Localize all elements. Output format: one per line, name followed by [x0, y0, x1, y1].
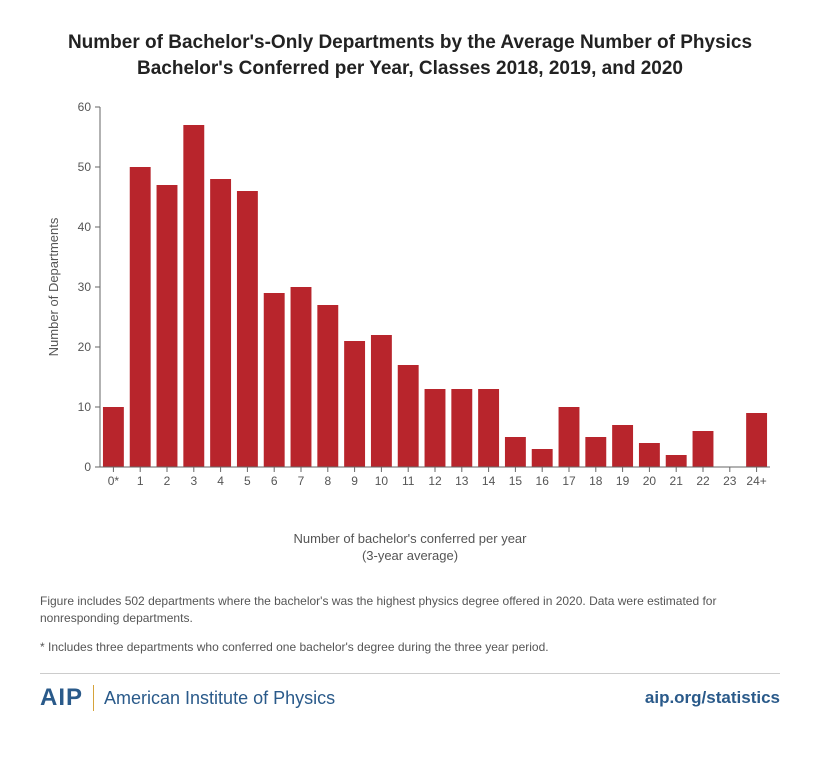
svg-text:3: 3: [190, 474, 197, 488]
svg-text:19: 19: [616, 474, 630, 488]
aip-logo-divider: [93, 685, 94, 711]
bar: [237, 191, 258, 467]
svg-text:4: 4: [217, 474, 224, 488]
svg-text:6: 6: [271, 474, 278, 488]
bar: [505, 437, 526, 467]
bar: [666, 455, 687, 467]
bar: [210, 179, 231, 467]
svg-text:9: 9: [351, 474, 358, 488]
svg-text:11: 11: [402, 474, 415, 488]
svg-text:8: 8: [324, 474, 331, 488]
bar: [264, 293, 285, 467]
bar: [451, 389, 472, 467]
caption: Figure includes 502 departments where th…: [40, 593, 780, 655]
svg-text:5: 5: [244, 474, 251, 488]
svg-text:20: 20: [78, 340, 92, 354]
chart-svg: 01020304050600*1234567891011121314151617…: [40, 101, 780, 521]
svg-text:0*: 0*: [108, 474, 120, 488]
bar: [398, 365, 419, 467]
svg-text:16: 16: [536, 474, 550, 488]
footer-link[interactable]: aip.org/statistics: [645, 688, 780, 708]
bar: [425, 389, 446, 467]
bar: [585, 437, 606, 467]
svg-text:24+: 24+: [746, 474, 766, 488]
svg-text:23: 23: [723, 474, 737, 488]
svg-text:60: 60: [78, 101, 92, 114]
svg-text:10: 10: [375, 474, 389, 488]
x-axis-label-line2: (3-year average): [362, 548, 458, 563]
bar: [130, 167, 151, 467]
x-axis-label: Number of bachelor's conferred per year …: [40, 531, 780, 565]
svg-text:40: 40: [78, 220, 92, 234]
svg-text:13: 13: [455, 474, 469, 488]
page: Number of Bachelor's-Only Departments by…: [0, 0, 820, 773]
chart-title: Number of Bachelor's-Only Departments by…: [60, 30, 760, 81]
footer: AIP American Institute of Physics aip.or…: [40, 684, 780, 712]
bar: [344, 341, 365, 467]
svg-text:14: 14: [482, 474, 496, 488]
svg-text:22: 22: [696, 474, 710, 488]
svg-text:2: 2: [164, 474, 171, 488]
bar: [291, 287, 312, 467]
svg-text:50: 50: [78, 160, 92, 174]
footer-divider: [40, 673, 780, 674]
svg-text:17: 17: [562, 474, 576, 488]
svg-text:15: 15: [509, 474, 523, 488]
bar: [559, 407, 580, 467]
bar: [693, 431, 714, 467]
svg-text:18: 18: [589, 474, 603, 488]
caption-paragraph-2: * Includes three departments who conferr…: [40, 639, 780, 656]
bar: [103, 407, 124, 467]
svg-text:12: 12: [428, 474, 442, 488]
footer-brand: AIP American Institute of Physics: [40, 684, 335, 712]
svg-text:10: 10: [78, 400, 92, 414]
title-line-1: Number of Bachelor's-Only Departments by…: [68, 32, 752, 53]
bar: [532, 449, 553, 467]
bar: [478, 389, 499, 467]
bar: [746, 413, 767, 467]
svg-text:21: 21: [670, 474, 684, 488]
svg-text:0: 0: [84, 460, 91, 474]
title-line-2: Bachelor's Conferred per Year, Classes 2…: [137, 58, 683, 79]
svg-text:7: 7: [298, 474, 305, 488]
bar: [317, 305, 338, 467]
bar: [612, 425, 633, 467]
svg-text:20: 20: [643, 474, 657, 488]
bar: [371, 335, 392, 467]
bar: [157, 185, 178, 467]
y-axis-label: Number of Departments: [46, 217, 61, 356]
bar: [639, 443, 660, 467]
x-axis-label-line1: Number of bachelor's conferred per year: [294, 531, 527, 546]
bar: [183, 125, 204, 467]
chart: 01020304050600*1234567891011121314151617…: [40, 101, 780, 521]
svg-text:30: 30: [78, 280, 92, 294]
aip-full-name: American Institute of Physics: [104, 688, 335, 709]
caption-paragraph-1: Figure includes 502 departments where th…: [40, 593, 780, 627]
aip-logo-text: AIP: [40, 684, 83, 712]
svg-text:1: 1: [137, 474, 144, 488]
